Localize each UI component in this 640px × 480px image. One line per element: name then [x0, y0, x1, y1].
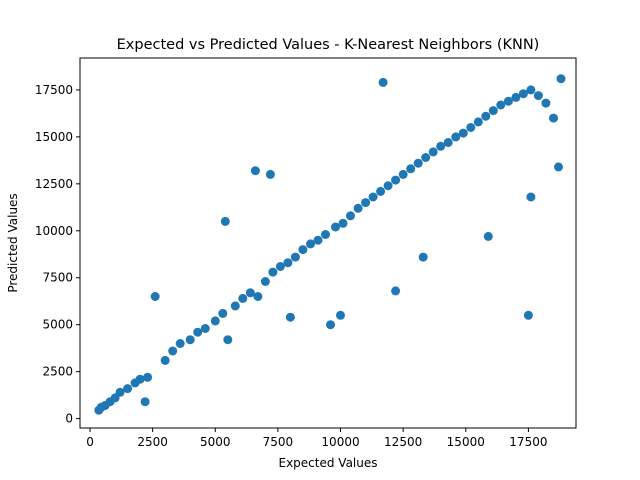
data-point: [326, 320, 335, 330]
x-tick-label: 15000: [447, 435, 485, 449]
data-point: [313, 235, 323, 245]
y-tick-label: 10000: [35, 224, 73, 238]
y-tick-label: 0: [65, 412, 73, 426]
data-point: [253, 292, 263, 301]
data-point: [290, 252, 300, 262]
x-tick-label: 12500: [384, 435, 422, 449]
data-point: [193, 327, 203, 337]
data-point: [518, 89, 528, 99]
data-point: [398, 169, 408, 179]
data-point: [391, 286, 401, 296]
data-point: [378, 77, 388, 87]
data-point: [421, 153, 431, 162]
data-point: [331, 222, 340, 232]
data-point: [143, 372, 153, 382]
y-tick-label: 7500: [42, 271, 73, 285]
y-tick-label: 15000: [35, 130, 73, 144]
data-point: [275, 262, 285, 271]
data-point: [223, 335, 233, 345]
chart-title: Expected vs Predicted Values - K-Nearest…: [117, 37, 540, 53]
data-point: [175, 339, 185, 348]
data-point: [406, 164, 416, 174]
data-point: [321, 230, 330, 239]
data-point: [123, 384, 133, 394]
plot-area: [79, 57, 577, 429]
data-point: [160, 355, 170, 365]
data-point: [511, 92, 521, 102]
data-point: [245, 288, 255, 298]
data-point: [200, 324, 210, 333]
data-point: [265, 169, 275, 179]
data-point: [185, 335, 195, 345]
data-point: [541, 98, 551, 108]
data-point: [483, 231, 493, 241]
data-point: [526, 85, 536, 95]
data-point: [428, 147, 438, 157]
x-tick-label: 17500: [509, 435, 547, 449]
y-axis-ticks: 0 2500 5000 7500 10000 12500 15000 17500: [35, 83, 80, 426]
data-point: [526, 192, 536, 202]
data-point: [346, 211, 355, 221]
data-point: [503, 96, 513, 106]
data-point: [135, 374, 145, 384]
data-point: [218, 308, 228, 318]
data-point: [488, 106, 498, 116]
data-point: [549, 113, 558, 123]
x-tick-label: 7500: [263, 435, 294, 449]
data-point: [383, 181, 393, 191]
data-point: [298, 245, 308, 255]
data-point: [413, 158, 423, 168]
data-point: [306, 239, 315, 249]
y-axis-label: Predicted Values: [6, 193, 20, 292]
x-axis-label: Expected Values: [278, 456, 377, 470]
x-tick-label: 0: [86, 435, 94, 449]
data-point: [533, 91, 543, 101]
data-point: [523, 310, 533, 320]
data-point: [285, 312, 295, 322]
data-point: [168, 346, 178, 356]
data-point: [220, 216, 230, 226]
y-tick-label: 12500: [35, 177, 73, 191]
data-point: [238, 293, 248, 303]
x-tick-label: 2500: [137, 435, 168, 449]
data-point: [353, 203, 363, 213]
points-layer: [94, 74, 566, 415]
data-point: [140, 397, 150, 407]
data-point: [466, 123, 476, 132]
data-point: [376, 186, 386, 196]
data-point: [268, 267, 278, 277]
data-point: [496, 100, 506, 110]
data-point: [210, 316, 220, 326]
x-tick-label: 10000: [321, 435, 359, 449]
x-axis-ticks: 0 2500 5000 7500 10000 12500 15000 17500: [86, 428, 547, 449]
data-point: [250, 166, 260, 176]
data-point: [391, 175, 401, 185]
data-point: [336, 310, 345, 320]
data-point: [418, 252, 428, 262]
x-tick-label: 5000: [200, 435, 231, 449]
data-point: [473, 117, 483, 127]
data-point: [150, 292, 160, 301]
data-point: [283, 258, 293, 268]
data-point: [556, 74, 566, 84]
data-point: [443, 138, 453, 147]
y-tick-label: 5000: [42, 318, 73, 332]
data-point: [338, 218, 348, 228]
data-point: [458, 128, 468, 138]
data-point: [361, 198, 371, 208]
y-tick-label: 2500: [42, 365, 73, 379]
data-point: [554, 162, 563, 172]
data-point: [230, 301, 240, 311]
y-tick-label: 17500: [35, 83, 73, 97]
data-point: [481, 111, 491, 121]
data-point: [368, 192, 378, 202]
data-point: [436, 141, 446, 151]
data-point: [115, 387, 125, 397]
data-point: [260, 277, 270, 286]
data-point: [451, 132, 461, 142]
